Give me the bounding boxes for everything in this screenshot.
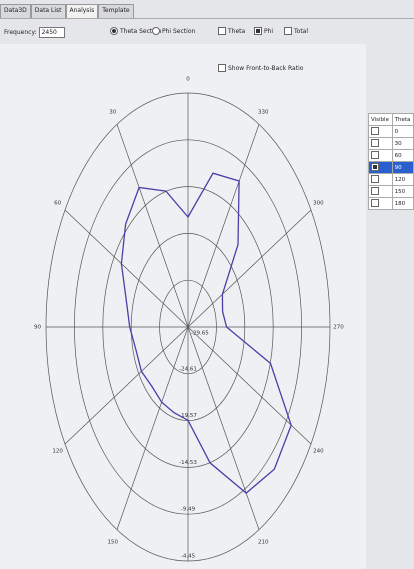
theta-cell: 0 (391, 125, 414, 138)
checkbox[interactable] (371, 186, 379, 195)
grid-spoke (64, 326, 189, 445)
radio-theta-section[interactable]: Theta Section (110, 27, 161, 35)
angle-tick-label: 0 (186, 76, 190, 82)
angle-tick-label: 330 (258, 110, 269, 116)
control-label: Show Front-to-Back Ratio (228, 64, 304, 72)
tab[interactable]: Data List (30, 4, 66, 18)
visible-cell (368, 137, 393, 150)
visible-cell (368, 125, 393, 138)
angle-tick-label: 270 (333, 325, 344, 331)
table-header: Visible Theta (368, 113, 414, 126)
grid-spoke (116, 124, 189, 328)
frequency-label: Frequency: (4, 29, 37, 36)
checkbox[interactable] (284, 27, 292, 35)
angle-tick-label: 90 (34, 325, 41, 331)
visible-cell (368, 173, 393, 186)
angle-tick-label: 120 (52, 449, 63, 455)
checkbox[interactable] (218, 64, 226, 72)
checkbox[interactable] (218, 27, 226, 35)
visible-cell (368, 161, 393, 174)
radio-button[interactable] (110, 27, 118, 35)
angle-tick-label: 240 (313, 449, 324, 455)
visible-cell (368, 185, 393, 198)
grid-spoke (64, 209, 189, 328)
tab[interactable]: Data3D (0, 4, 31, 18)
control-label: Phi Section (162, 27, 196, 35)
radio-button[interactable] (152, 27, 160, 35)
table-row[interactable]: 30 (368, 137, 414, 150)
visible-cell (368, 149, 393, 162)
checkbox[interactable] (371, 174, 379, 183)
checkbox-phi[interactable]: Phi (254, 27, 273, 35)
angle-tick-label: 150 (107, 539, 118, 545)
visible-cell (368, 197, 393, 210)
checkbox[interactable] (371, 126, 379, 135)
checkbox-theta[interactable]: Theta (218, 27, 245, 35)
theta-table: Visible Theta 0 30 60 90 120 150 180 (368, 113, 414, 210)
frequency-input[interactable]: 2450 (38, 27, 65, 38)
table-row[interactable]: 60 (368, 149, 414, 162)
theta-cell: 30 (391, 137, 414, 150)
tab[interactable]: Template (98, 4, 134, 18)
grid-spoke (116, 326, 189, 530)
control-label: Theta (228, 27, 246, 35)
tab[interactable]: Analysis (65, 4, 99, 18)
header-cell: Visible (368, 113, 393, 126)
checkbox-front-to-back[interactable]: Show Front-to-Back Ratio (218, 64, 303, 72)
theta-cell: 90 (391, 161, 414, 174)
table-row[interactable]: 90 (368, 161, 414, 174)
radio-phi-section[interactable]: Phi Section (152, 27, 195, 35)
checkbox-total[interactable]: Total (284, 27, 308, 35)
angle-tick-label: 210 (258, 539, 269, 545)
control-label: Phi (264, 27, 274, 35)
checkbox[interactable] (371, 162, 379, 171)
angle-tick-label: 30 (109, 110, 116, 116)
checkbox[interactable] (371, 138, 379, 147)
checkbox[interactable] (254, 27, 262, 35)
checkbox[interactable] (371, 150, 379, 159)
table-row[interactable]: 120 (368, 173, 414, 186)
theta-cell: 120 (391, 173, 414, 186)
plot-background (0, 44, 366, 569)
table-row[interactable]: 180 (368, 197, 414, 210)
grid-spoke (187, 209, 312, 328)
theta-cell: 150 (391, 185, 414, 198)
checkbox[interactable] (371, 198, 379, 207)
grid-spoke (187, 124, 260, 328)
table-row[interactable]: 150 (368, 185, 414, 198)
theta-cell: 60 (391, 149, 414, 162)
control-label: Total (294, 27, 309, 35)
angle-tick-label: 60 (54, 200, 61, 206)
toolbar: Frequency: 2450 Theta Section Phi Sectio… (0, 18, 414, 43)
theta-cell: 180 (391, 197, 414, 210)
table-row[interactable]: 0 (368, 125, 414, 138)
r-tick-label: -29.65 (191, 331, 209, 337)
header-cell: Theta (391, 113, 414, 126)
frequency-control: Frequency: 2450 (4, 27, 65, 38)
angle-tick-label: 300 (313, 200, 324, 206)
pattern-curve (120, 172, 292, 494)
tab-bar: Data3D Data List Analysis Template (0, 4, 134, 18)
grid-spoke (187, 326, 260, 530)
control-label: Theta Section (120, 27, 162, 35)
